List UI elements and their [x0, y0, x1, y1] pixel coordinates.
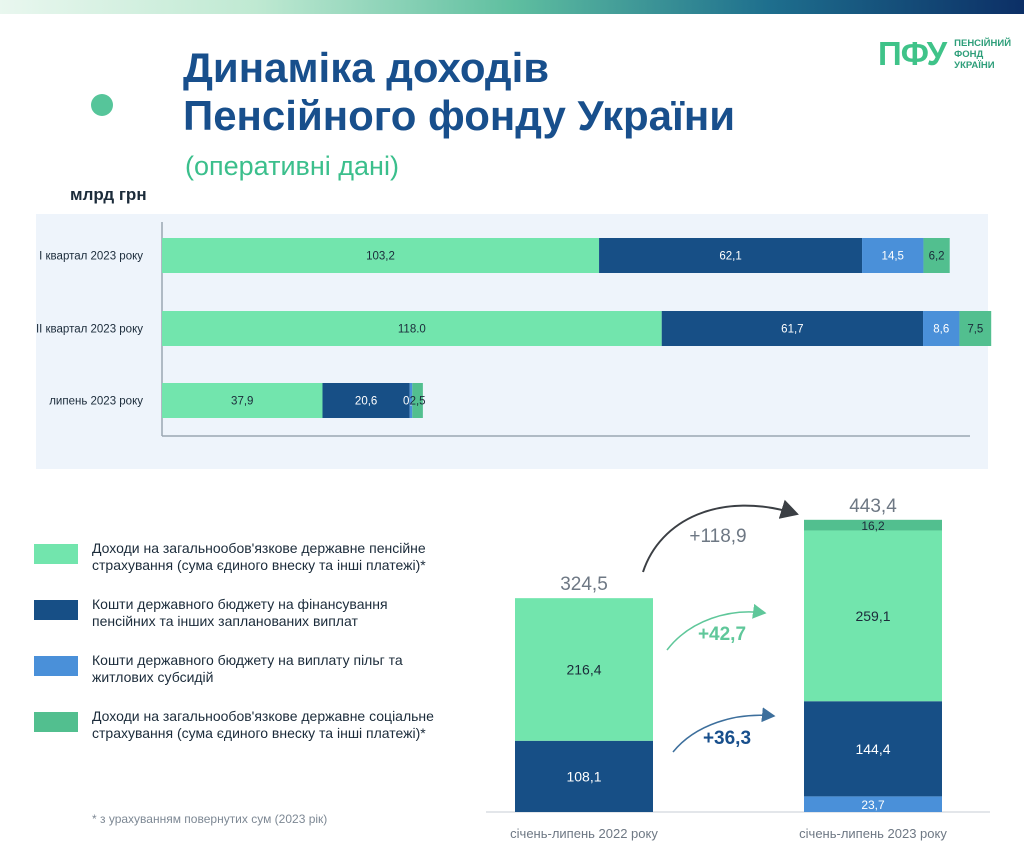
bar-segment: [923, 238, 950, 273]
data-label: 37,9: [231, 396, 253, 408]
data-label: 108,1: [566, 768, 601, 784]
page-title: Динаміка доходів Пенсійного фонду Україн…: [183, 44, 735, 140]
bar-segment: [515, 740, 653, 812]
decorative-dot: [91, 94, 113, 116]
legend-label: Доходи на загальнообов'язкове державне п…: [92, 540, 426, 573]
category-label: II квартал 2023 року: [36, 324, 143, 336]
title-line-1: Динаміка доходів: [183, 44, 550, 91]
bar-segment: [322, 383, 410, 418]
data-label: 216,4: [566, 661, 601, 677]
logo-line-2: ФОНД: [954, 48, 984, 60]
bar-segment: [862, 238, 924, 273]
category-label: січень-липень 2023 року: [799, 826, 947, 841]
growth-arrow-state-budget: [672, 707, 776, 753]
legend-label: Кошти державного бюджету на виплату піль…: [92, 652, 403, 685]
annotation-pension-contrib-growth: +42,7: [698, 624, 746, 645]
legend-item-state-budget-benefits: Кошти державного бюджету на виплату піль…: [34, 652, 454, 686]
legend-swatch: [34, 656, 78, 676]
legend-item-state-budget-pension: Кошти державного бюджету на фінансування…: [34, 596, 454, 630]
growth-arrow-total: [642, 499, 799, 573]
bar-segment: [804, 530, 942, 702]
data-label: 118.0: [398, 324, 426, 336]
legend-item-pension-contrib: Доходи на загальнообов'язкове державне п…: [34, 540, 454, 574]
top-gradient-bar: [0, 0, 1024, 14]
data-label: 62,1: [719, 251, 741, 263]
annotation-total-growth: +118,9: [689, 526, 746, 547]
data-label: 7,5: [967, 324, 983, 336]
bar-segment: [804, 796, 942, 812]
legend-item-social-insurance: Доходи на загальнообов'язкове державне с…: [34, 708, 454, 742]
title-line-2: Пенсійного фонду України: [183, 92, 736, 139]
total-label: 443,4: [849, 496, 897, 517]
data-label: 8,6: [933, 324, 949, 336]
footnote: * з урахуванням повернутих сум (2023 рік…: [92, 812, 328, 826]
bar-segment: [162, 383, 323, 418]
category-label: січень-липень 2022 року: [510, 826, 658, 841]
bar-segment: [804, 701, 942, 797]
legend-label: Кошти державного бюджету на фінансування…: [92, 596, 388, 629]
data-label: 2,5: [410, 396, 426, 408]
legend-label: Доходи на загальнообов'язкове державне с…: [92, 708, 434, 741]
bar-segment: [804, 519, 942, 531]
bar-segment: [515, 598, 653, 741]
growth-arrow-pension-contrib: [666, 603, 767, 651]
pfu-logo: ПФУ ПЕНСІЙНИЙ ФОНД УКРАЇНИ: [878, 36, 1024, 72]
data-label: 61,7: [781, 324, 803, 336]
legend-swatch: [34, 712, 78, 732]
logo-line-3: УКРАЇНИ: [954, 59, 995, 71]
logo-text: ПЕНСІЙНИЙ ФОНД УКРАЇНИ: [954, 38, 1024, 71]
bar-segment: [923, 311, 960, 346]
data-label: 16,2: [861, 519, 885, 533]
data-label: 144,4: [855, 741, 890, 757]
logo-line-1: ПЕНСІЙНИЙ: [954, 37, 1012, 49]
data-label: 259,1: [855, 608, 890, 624]
data-label: 20,6: [355, 396, 377, 408]
total-label: 324,5: [560, 574, 608, 595]
legend-swatch: [34, 600, 78, 620]
bar-segment: [162, 311, 662, 346]
data-label: 103,2: [366, 251, 395, 263]
bar-segment: [412, 383, 423, 418]
data-label: 14,5: [882, 251, 904, 263]
legend-swatch: [34, 544, 78, 564]
annotation-state-budget-growth: +36,3: [703, 728, 751, 749]
bar-segment: [162, 238, 600, 273]
bar-segment: [661, 311, 924, 346]
bar-segment: [599, 238, 863, 273]
unit-label: млрд грн: [70, 185, 147, 204]
legend: Доходи на загальнообов'язкове державне п…: [34, 540, 454, 764]
page-subtitle: (оперативні дані): [185, 151, 399, 181]
logo-mark: ПФУ: [878, 35, 947, 72]
data-label: 6,2: [929, 251, 945, 263]
category-label: I квартал 2023 року: [39, 251, 143, 263]
category-label: липень 2023 року: [49, 396, 143, 408]
bar-segment: [409, 383, 413, 418]
bar-segment: [959, 311, 992, 346]
data-label: 23,7: [861, 798, 885, 812]
